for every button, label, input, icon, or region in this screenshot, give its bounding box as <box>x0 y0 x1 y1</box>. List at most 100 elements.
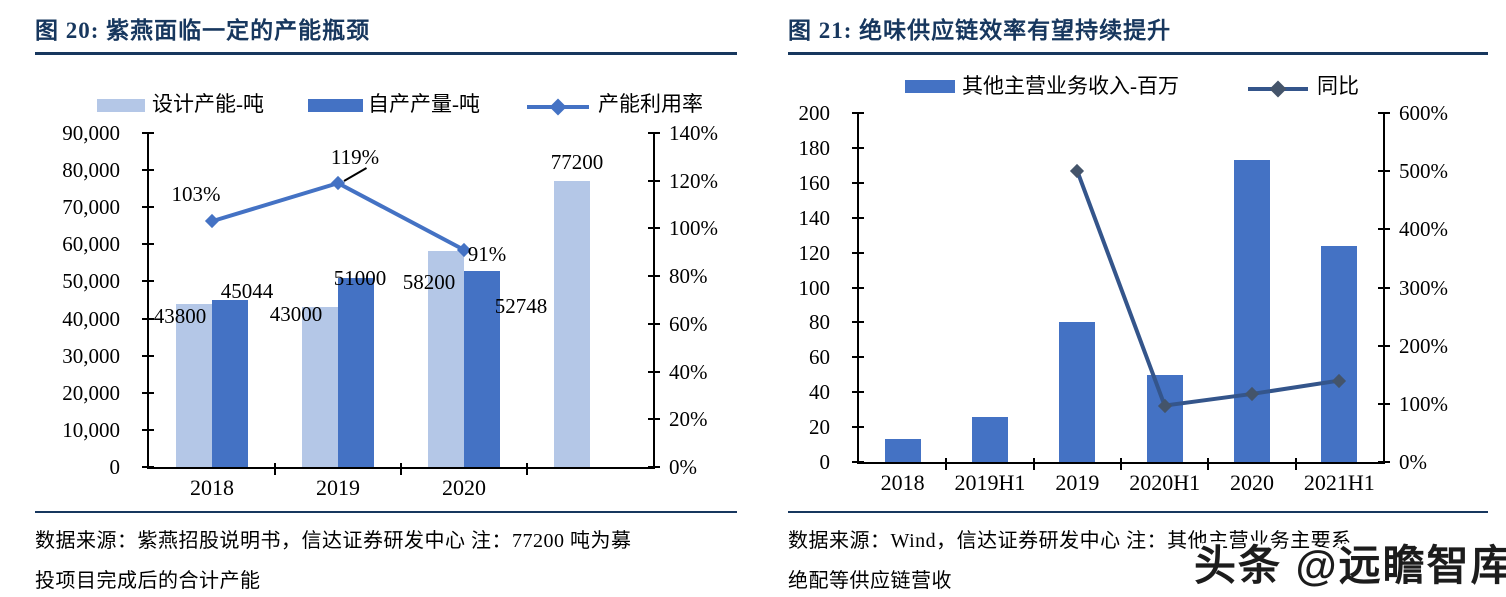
y-axis-left-tick <box>142 466 154 468</box>
y-axis-right-tick-label: 80% <box>669 264 708 289</box>
y-axis-left-tick-label: 80,000 <box>62 158 120 183</box>
bar-series0-2018 <box>176 304 212 467</box>
data-label: 119% <box>330 145 380 169</box>
x-axis-tick <box>526 463 528 475</box>
y-axis-right-tick-label: 60% <box>669 311 708 336</box>
bar-series1-2020 <box>464 271 500 467</box>
y-axis-right-tick-label: 140% <box>669 121 718 145</box>
y-axis-left-tick-label: 30,000 <box>62 343 120 368</box>
x-axis-tick <box>1207 458 1210 470</box>
line-series <box>1075 170 1340 408</box>
y-axis-left-tick <box>142 354 154 357</box>
y-axis-right-tick-label: 0% <box>669 455 697 479</box>
bar-series0-2019H1 <box>972 416 1008 462</box>
legend-label: 其他主营业务收入-百万 <box>962 74 1179 98</box>
legend-line-marker-icon <box>1269 80 1287 98</box>
y-axis-right-tick <box>648 322 660 325</box>
y-axis-right-tick <box>1378 228 1390 231</box>
data-label: 103% <box>171 182 221 206</box>
y-axis-right-tick-label: 100% <box>669 216 718 241</box>
y-axis-left-tick-label: 80 <box>809 310 830 335</box>
y-axis-right-tick <box>648 227 660 230</box>
bar-series0-2020 <box>428 251 464 467</box>
y-axis-right-tick <box>1378 112 1390 114</box>
y-axis-left-tick <box>852 461 864 463</box>
legend-label: 自产产量-吨 <box>368 92 480 116</box>
x-axis-tick <box>400 463 402 475</box>
x-axis-label: 2019 <box>1055 470 1100 495</box>
figure-21-bottom-rule <box>788 511 1488 513</box>
y-axis-right-tick <box>648 275 660 278</box>
y-axis-left-tick <box>852 321 864 324</box>
y-axis-right-tick-label: 120% <box>669 168 718 193</box>
y-axis-left-tick-label: 140 <box>798 205 831 230</box>
figure-21-title: 图 21: 绝味供应链效率有望持续提升 <box>788 18 1172 43</box>
y-axis-left-tick <box>852 356 864 359</box>
y-axis-left-tick-label: 40,000 <box>62 306 120 331</box>
x-axis-label: 2020 <box>1230 470 1274 495</box>
y-axis-left-tick-label: 70,000 <box>62 195 120 220</box>
y-axis-left-tick-label: 60 <box>809 345 830 370</box>
y-axis-left-tick <box>852 216 864 219</box>
y-axis-right-tick <box>648 418 660 421</box>
y-axis-left-tick-label: 0 <box>109 455 121 479</box>
y-axis-right-tick <box>1378 461 1390 463</box>
y-axis-left-tick <box>852 286 864 289</box>
y-axis-left-line <box>857 113 859 464</box>
y-axis-left-tick-label: 60,000 <box>62 232 120 257</box>
figure-21-title-rule <box>788 52 1488 55</box>
bar-series0-2019 <box>302 307 338 467</box>
legend-bar-swatch <box>97 99 145 112</box>
data-label: 52748 <box>494 294 548 318</box>
figure-20-bottom-rule <box>35 511 737 513</box>
y-axis-left-tick-label: 10,000 <box>62 417 120 442</box>
x-axis-tick <box>945 458 948 470</box>
y-axis-right-tick <box>1378 344 1390 347</box>
x-axis-tick <box>1120 458 1122 470</box>
data-label: 43000 <box>269 302 323 326</box>
y-axis-left-tick-label: 200 <box>798 101 831 125</box>
source-line-2: 投项目完成后的合计产能 <box>35 570 261 592</box>
figure-20-title: 图 20: 紫燕面临一定的产能瓶颈 <box>35 18 371 43</box>
bar-series0-2020 <box>1234 160 1270 462</box>
y-axis-right-tick <box>1378 170 1390 173</box>
y-axis-right-tick-label: 200% <box>1399 333 1448 358</box>
y-axis-left-tick <box>142 280 154 283</box>
y-axis-left-tick-label: 90,000 <box>62 121 120 145</box>
y-axis-right-tick-label: 400% <box>1399 217 1448 242</box>
y-axis-left-tick-label: 0 <box>819 450 831 474</box>
legend-bar-swatch <box>308 99 363 112</box>
bar-series0-extra <box>554 180 590 467</box>
legend-bar-swatch <box>905 80 955 93</box>
x-axis-label: 2021H1 <box>1303 470 1375 495</box>
x-axis-tick <box>274 463 276 475</box>
line-path <box>1075 170 1340 408</box>
data-label: 58200 <box>402 270 456 294</box>
legend-label: 设计产能-吨 <box>152 92 264 116</box>
x-axis-label: 2018 <box>190 475 234 500</box>
figure-20-source-note: 数据来源：紫燕招股说明书，信达证券研发中心 注：77200 吨为募 投项目完成后… <box>35 521 745 597</box>
source-line-2: 绝配等供应链营收 <box>788 570 952 592</box>
watermark-overlay: 头条 @远瞻智库 <box>1194 542 1506 589</box>
y-axis-right-tick-label: 40% <box>669 359 708 384</box>
y-axis-left-tick-label: 40 <box>809 380 830 405</box>
data-label: 45044 <box>220 279 274 303</box>
y-axis-right-tick-label: 100% <box>1399 391 1448 416</box>
y-axis-left-tick <box>142 169 154 172</box>
y-axis-left-tick <box>142 132 154 134</box>
y-axis-left-tick <box>852 112 864 114</box>
y-axis-left-tick-label: 50,000 <box>62 269 120 294</box>
y-axis-right-tick-label: 0% <box>1399 450 1427 474</box>
x-axis-tick <box>1032 458 1035 470</box>
y-axis-left-tick <box>142 391 154 394</box>
data-label: 43800 <box>153 304 207 328</box>
x-axis-label: 2018 <box>880 470 925 495</box>
bar-series0-2018 <box>884 439 921 462</box>
figure-20-title-rule <box>35 52 737 55</box>
y-axis-right-tick-label: 300% <box>1399 275 1448 300</box>
y-axis-right-line <box>653 133 655 469</box>
data-label: 51000 <box>333 266 387 290</box>
x-axis-tick <box>1294 458 1297 470</box>
y-axis-right-tick <box>648 132 660 134</box>
